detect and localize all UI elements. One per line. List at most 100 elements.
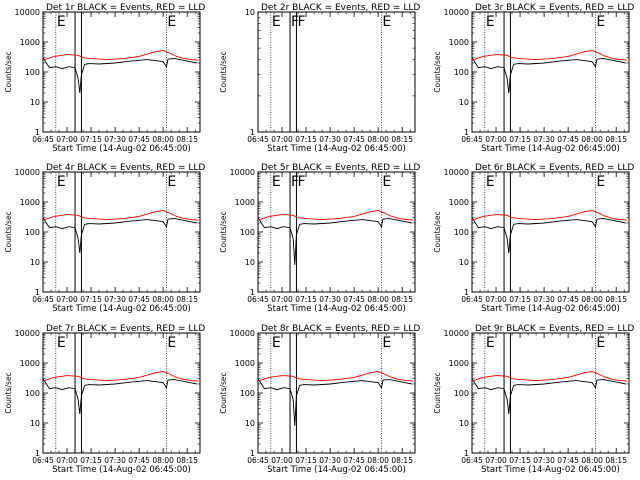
time-marker-label: E (167, 174, 176, 190)
x-tick-label: 07:00 (485, 135, 507, 144)
time-marker-label: E (382, 335, 391, 351)
time-marker-label: E (57, 174, 66, 190)
time-marker-label: E (596, 14, 605, 30)
time-marker-label: E (272, 14, 281, 30)
time-marker-label: F (297, 14, 305, 30)
y-tick-label: 10 (245, 8, 255, 17)
x-tick-label: 07:15 (80, 456, 102, 465)
panel-title: Det 6r BLACK = Events, RED = LLD (475, 163, 634, 173)
y-tick-label: 1 (35, 449, 40, 458)
y-axis-label: Counts/sec (4, 211, 13, 252)
x-tick-label: 07:00 (271, 295, 293, 304)
plot-frame (257, 332, 416, 454)
panel-title: Det 7r BLACK = Events, RED = LLD (46, 324, 205, 334)
events-series-line (257, 217, 412, 265)
y-tick-label: 10000 (444, 8, 469, 17)
time-marker-label: E (167, 335, 176, 351)
lld-series-line (471, 371, 628, 382)
lld-series-line (42, 371, 199, 382)
detector-panel-5: Det 5r BLACK = Events, RED = LLD 1 10 100 10… (219, 163, 420, 314)
x-tick-label: 07:00 (56, 295, 78, 304)
y-axis-label: Counts/sec (433, 51, 442, 92)
x-tick-label: 07:15 (295, 135, 317, 144)
x-axis-label: Start Time (14-Aug-02 06:45:00) (52, 465, 191, 475)
time-marker-label: E (272, 174, 281, 190)
x-axis-label: Start Time (14-Aug-02 06:45:00) (52, 304, 191, 314)
x-axis-label: Start Time (14-Aug-02 06:45:00) (267, 465, 406, 475)
y-tick-label: 1000 (449, 198, 469, 207)
y-tick-label: 10 (245, 419, 255, 428)
plot-frame (42, 171, 201, 293)
y-tick-label: 100 (25, 389, 40, 398)
plot-frame (471, 332, 630, 454)
y-tick-label: 10 (30, 258, 40, 267)
time-marker-label: E (486, 335, 495, 351)
y-tick-label: 1 (464, 449, 469, 458)
y-tick-label: 10000 (230, 329, 255, 338)
time-marker-label: E (382, 14, 391, 30)
y-tick-label: 1000 (235, 359, 255, 368)
x-tick-label: 07:45 (343, 456, 365, 465)
y-tick-label: 100 (240, 228, 255, 237)
y-tick-label: 1 (464, 288, 469, 297)
x-tick-label: 08:00 (152, 135, 174, 144)
detector-panel-3: Det 3r BLACK = Events, RED = LLD 1 10 100 10… (433, 3, 634, 154)
x-tick-label: 07:45 (557, 456, 579, 465)
x-tick-label: 07:15 (80, 295, 102, 304)
x-tick-label: 06:45 (247, 135, 269, 144)
y-axis-label: Counts/sec (4, 372, 13, 413)
y-tick-label: 1000 (20, 198, 40, 207)
detector-panel-8: Det 8r BLACK = Events, RED = LLD 1 10 100 10… (219, 324, 420, 475)
y-tick-label: 1 (250, 128, 255, 137)
panel-title: Det 2r BLACK = Events, RED = LLD (261, 3, 420, 13)
time-marker-label: E (57, 14, 66, 30)
y-tick-label: 1000 (20, 38, 40, 47)
time-marker-label: E (272, 335, 281, 351)
y-tick-label: 100 (25, 228, 40, 237)
x-tick-label: 07:00 (485, 295, 507, 304)
x-tick-label: 07:30 (104, 295, 126, 304)
x-tick-label: 06:45 (461, 135, 483, 144)
detector-panel-4: Det 4r BLACK = Events, RED = LLD 1 10 100 10… (4, 163, 205, 314)
detector-panel-7: Det 7r BLACK = Events, RED = LLD 1 10 100 10… (4, 324, 205, 475)
y-tick-label: 100 (454, 68, 469, 77)
y-tick-label: 10000 (15, 329, 40, 338)
events-series-line (42, 217, 197, 254)
y-tick-label: 1 (250, 288, 255, 297)
y-tick-label: 100 (25, 68, 40, 77)
panel-title: Det 3r BLACK = Events, RED = LLD (475, 3, 634, 13)
plot-frame (471, 171, 630, 293)
y-tick-label: 1000 (449, 38, 469, 47)
x-axis-label: Start Time (14-Aug-02 06:45:00) (481, 304, 620, 314)
panel-title: Det 8r BLACK = Events, RED = LLD (261, 324, 420, 334)
x-tick-label: 08:15 (176, 456, 198, 465)
detector-panel-6: Det 6r BLACK = Events, RED = LLD 1 10 100 10… (433, 163, 634, 314)
x-axis-label: Start Time (14-Aug-02 06:45:00) (481, 144, 620, 154)
lld-series-line (42, 210, 199, 221)
y-tick-label: 100 (240, 389, 255, 398)
time-marker-label: E (57, 335, 66, 351)
events-series-line (257, 378, 412, 426)
time-marker-label: E (486, 14, 495, 30)
time-marker-label: F (297, 174, 305, 190)
time-marker-label: F (291, 14, 299, 30)
x-tick-label: 07:15 (80, 135, 102, 144)
x-tick-label: 07:30 (104, 135, 126, 144)
x-tick-label: 08:00 (581, 295, 603, 304)
x-tick-label: 07:30 (319, 295, 341, 304)
x-tick-label: 08:15 (605, 456, 627, 465)
panel-title: Det 4r BLACK = Events, RED = LLD (46, 163, 205, 173)
x-tick-label: 06:45 (247, 295, 269, 304)
events-series-line (42, 57, 197, 94)
x-tick-label: 08:00 (367, 295, 389, 304)
x-tick-label: 07:15 (509, 135, 531, 144)
x-tick-label: 07:45 (343, 295, 365, 304)
x-tick-label: 08:00 (367, 456, 389, 465)
y-tick-label: 10 (459, 419, 469, 428)
x-axis-label: Start Time (14-Aug-02 06:45:00) (267, 144, 406, 154)
x-tick-label: 08:00 (581, 135, 603, 144)
events-series-line (471, 378, 626, 415)
x-tick-label: 07:30 (319, 135, 341, 144)
x-tick-label: 07:00 (271, 456, 293, 465)
